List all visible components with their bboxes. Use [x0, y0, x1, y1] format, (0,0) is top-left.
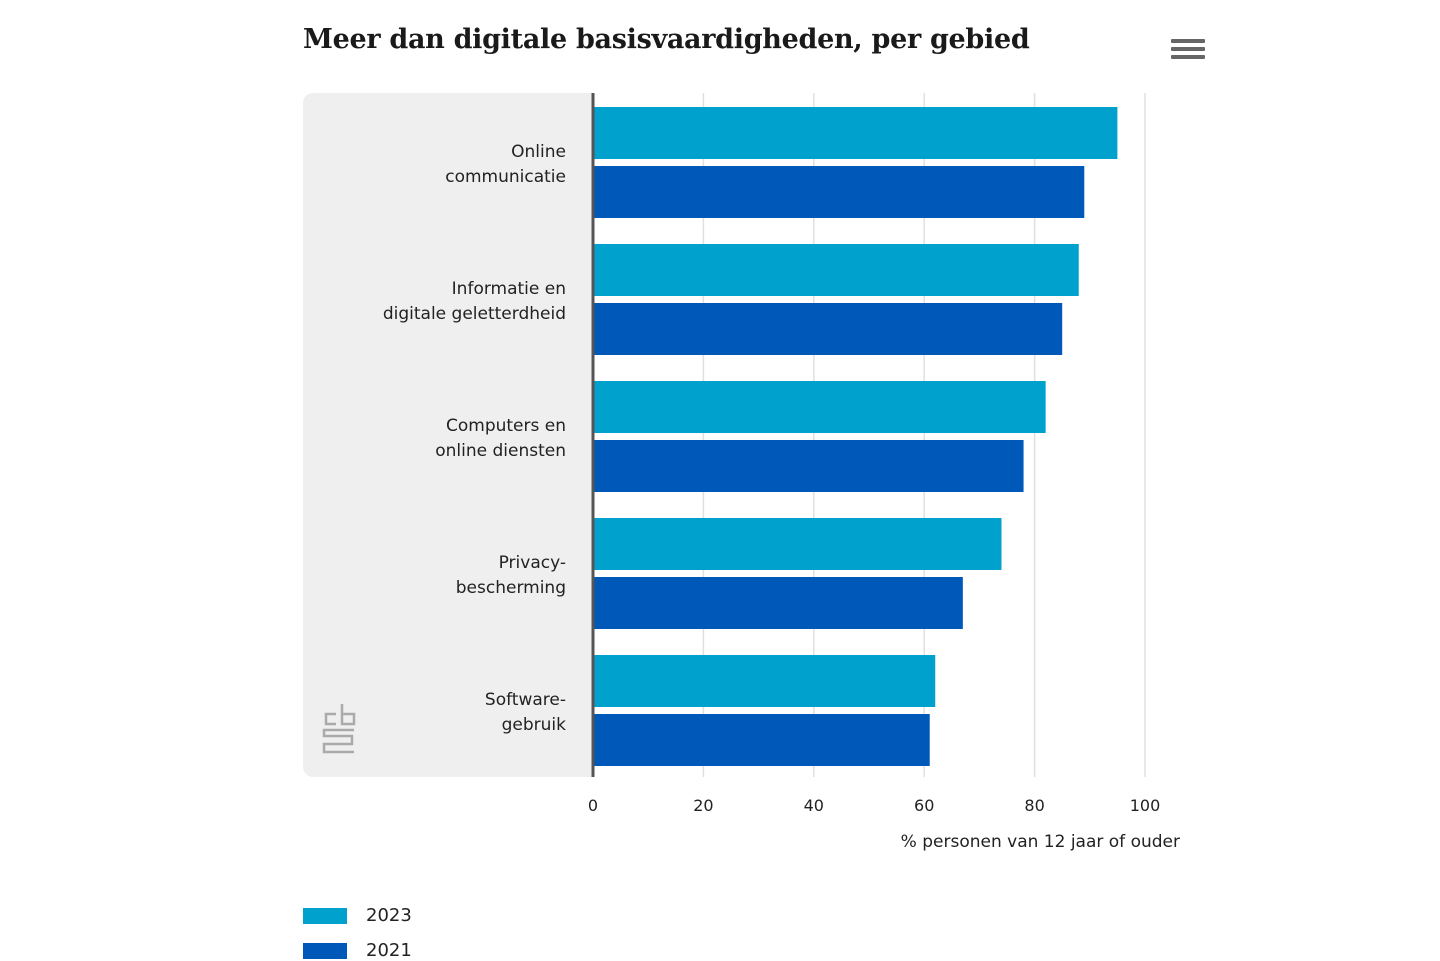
x-axis-title: % personen van 12 jaar of ouder — [901, 832, 1180, 852]
bar-2021 — [593, 440, 1024, 492]
x-tick-label: 40 — [804, 796, 824, 815]
legend-item-2021[interactable]: 2021 — [303, 940, 412, 961]
hamburger-menu-icon[interactable] — [1171, 36, 1205, 64]
category-label: Computers en — [446, 416, 566, 436]
cbs-logo — [322, 704, 356, 754]
bar-2023 — [593, 655, 936, 707]
category-label: Software- — [485, 690, 566, 710]
chart-title: Meer dan digitale basisvaardigheden, per… — [303, 24, 1030, 55]
bar-2021 — [593, 303, 1063, 355]
bar-2023 — [593, 518, 1002, 570]
category-label: gebruik — [502, 715, 567, 735]
legend-swatch — [303, 907, 347, 924]
category-label: Informatie en — [452, 279, 566, 299]
x-tick-label: 80 — [1024, 796, 1044, 815]
bar-2021 — [593, 577, 963, 629]
bar-2023 — [593, 107, 1118, 159]
legend-label: 2021 — [366, 940, 412, 961]
legend-item-2023[interactable]: 2023 — [303, 905, 412, 926]
x-tick-label: 100 — [1130, 796, 1161, 815]
category-label: Privacy- — [499, 553, 566, 573]
category-label: online diensten — [435, 441, 566, 461]
bar-2021 — [593, 714, 930, 766]
bar-2021 — [593, 166, 1085, 218]
legend-swatch — [303, 942, 347, 959]
bar-2023 — [593, 244, 1079, 296]
x-tick-label: 60 — [914, 796, 934, 815]
category-label: Online — [511, 142, 566, 162]
category-panel — [303, 93, 601, 777]
category-label: communicatie — [445, 167, 566, 187]
category-label: bescherming — [456, 578, 566, 598]
x-tick-label: 0 — [588, 796, 598, 815]
bar-chart: 0 20 40 60 80 100 Online communicatie Informatie… — [303, 93, 1180, 852]
legend-label: 2023 — [366, 905, 412, 926]
bar-2023 — [593, 381, 1046, 433]
category-label: digitale geletterdheid — [383, 304, 566, 324]
x-tick-label: 20 — [693, 796, 713, 815]
